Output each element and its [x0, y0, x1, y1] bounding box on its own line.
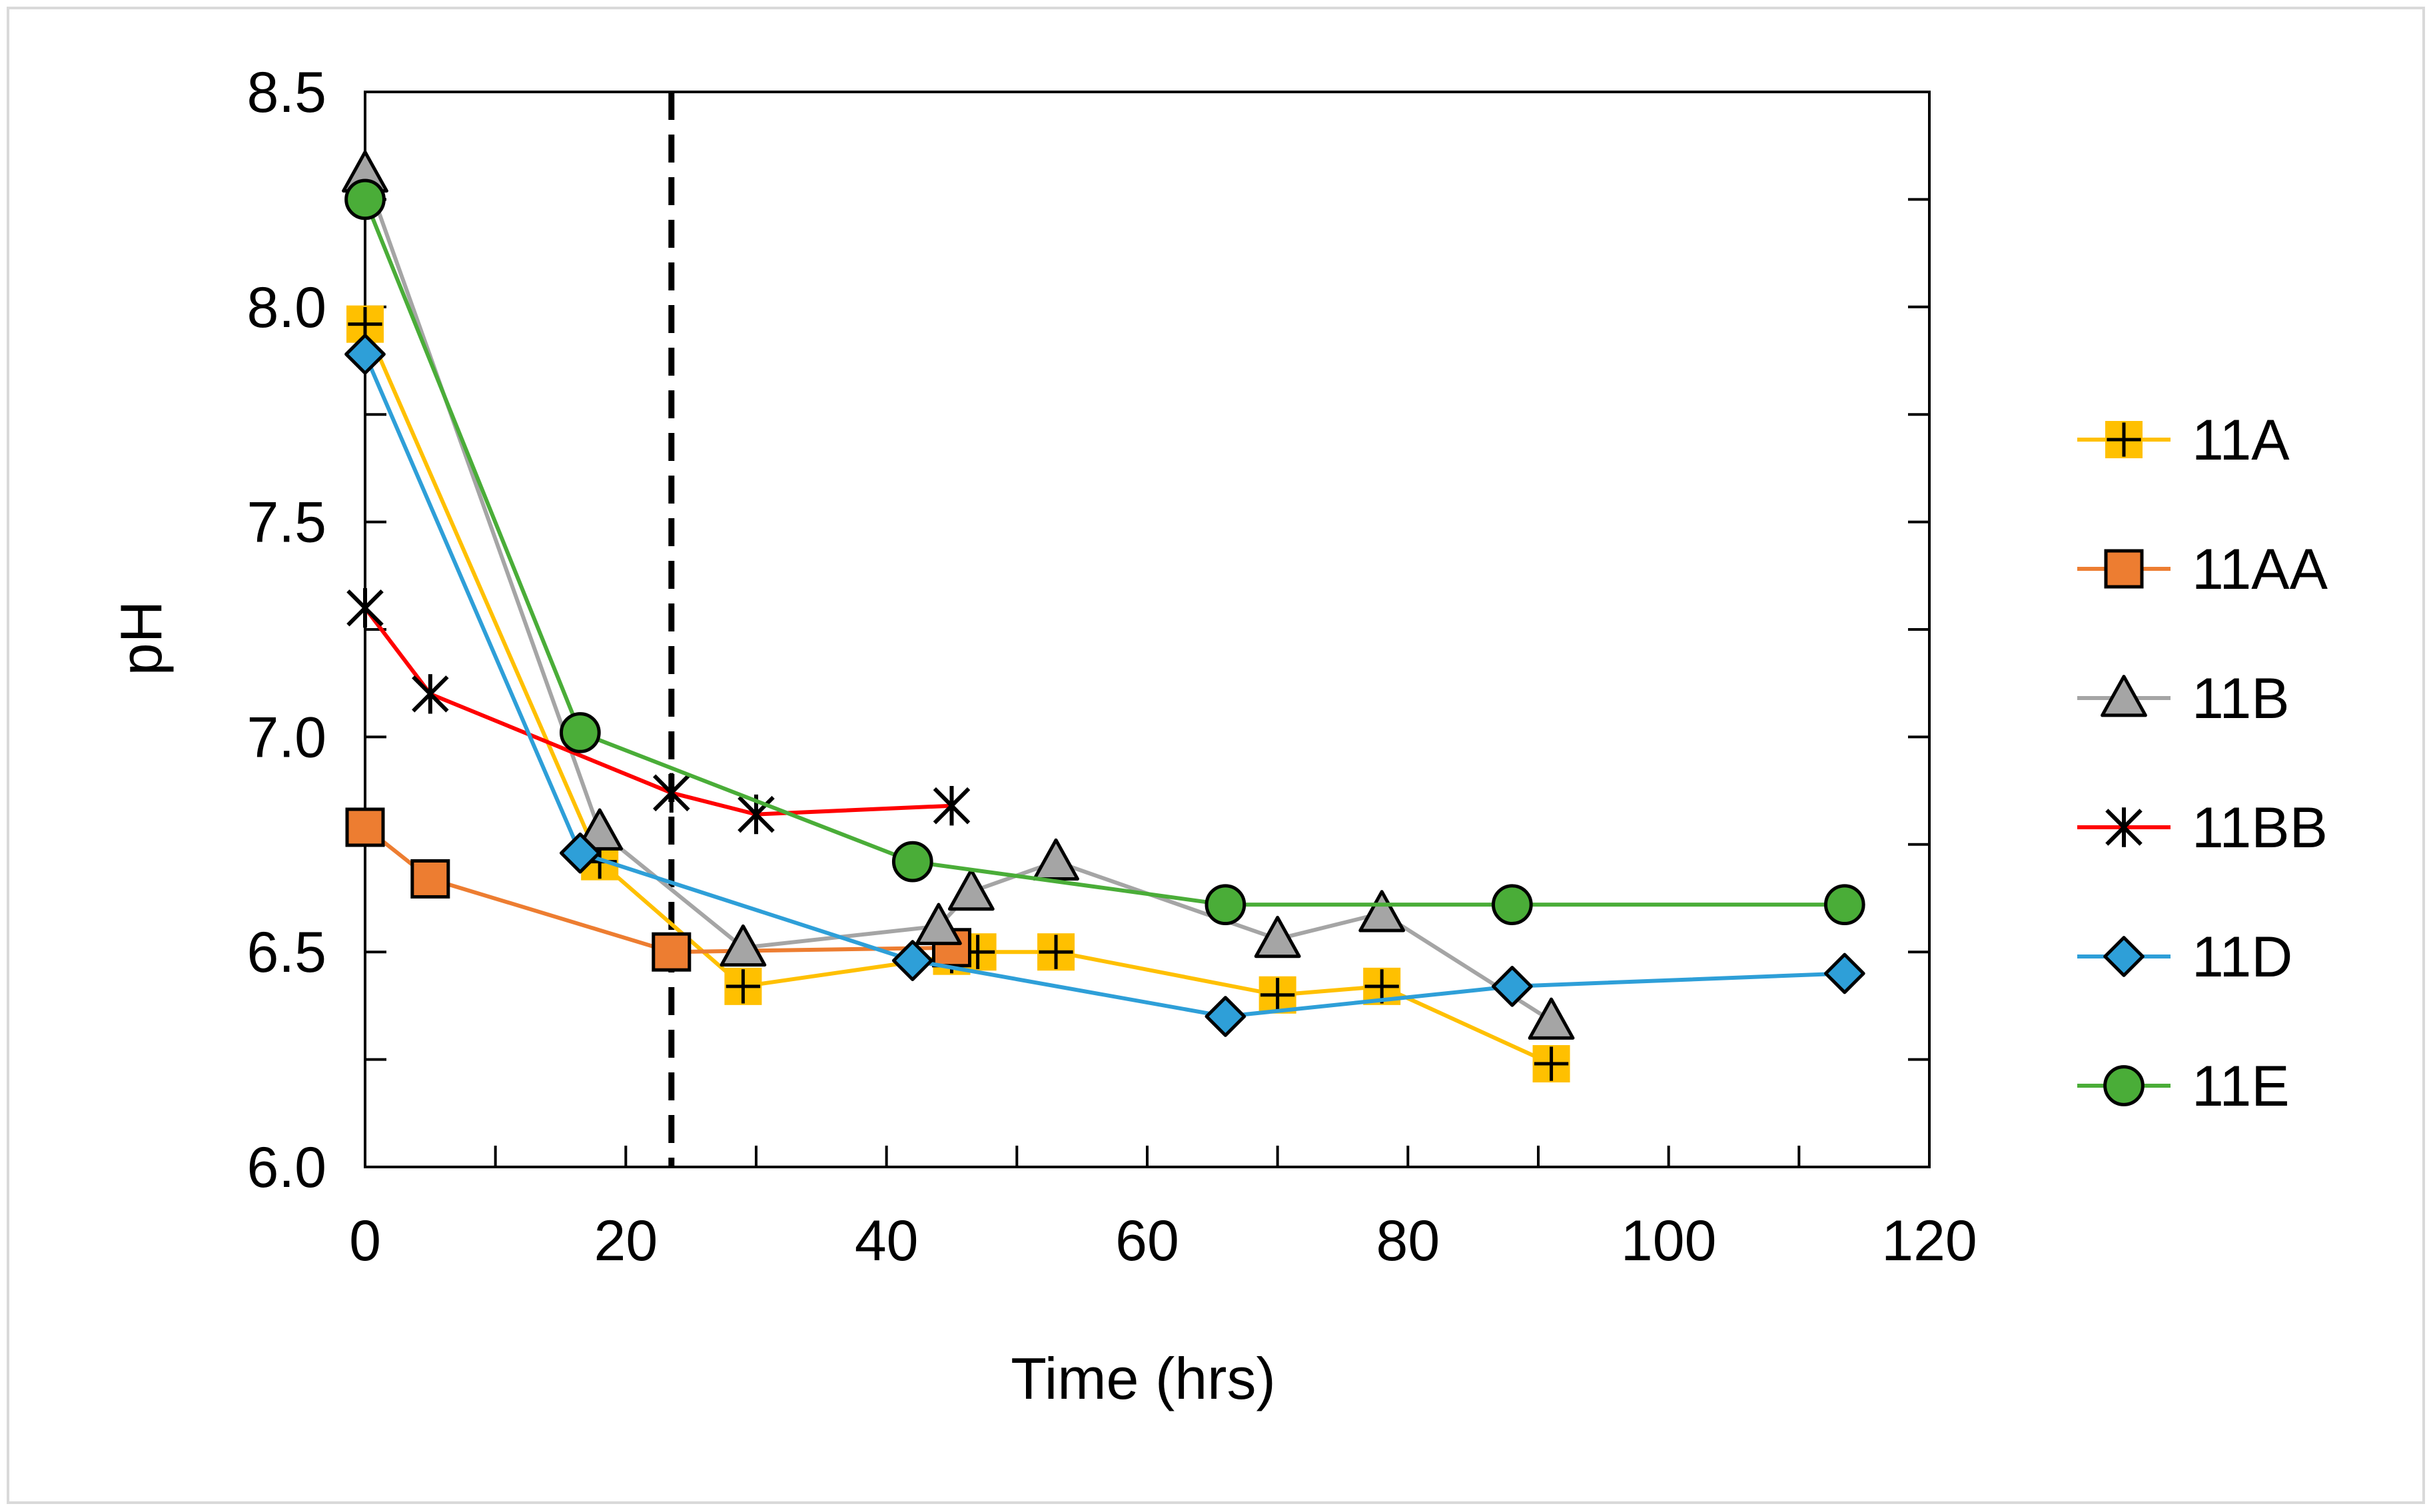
data-point-11a — [1532, 1045, 1570, 1083]
legend-marker — [2103, 1065, 2145, 1106]
data-point-11d — [1205, 996, 1246, 1037]
x-tick-label: 60 — [1115, 1209, 1179, 1273]
chart-frame — [7, 7, 2425, 1504]
legend-label: 11E — [2192, 1054, 2290, 1118]
x-tick-label: 40 — [855, 1209, 919, 1273]
data-point-11d — [1823, 952, 1865, 994]
series-11e — [344, 179, 1865, 926]
series-11aa — [345, 807, 971, 972]
data-point-11bb — [653, 773, 690, 813]
series-line-11d — [363, 353, 1845, 1019]
legend-marker — [2104, 549, 2144, 589]
y-tick-label: 6.0 — [246, 1136, 326, 1200]
x-tick-label: 100 — [1621, 1209, 1717, 1273]
data-point-11b — [720, 924, 767, 967]
legend: 11A 11AA 11B 11BB 11D 11E — [2077, 408, 2328, 1118]
y-tick-label: 8.5 — [246, 61, 326, 125]
data-point-11bb — [933, 785, 971, 826]
data-point-11b — [1033, 838, 1079, 881]
data-point-11aa — [652, 932, 692, 972]
legend-item-11a: 11A — [2077, 408, 2290, 472]
y-tick-label: 7.5 — [246, 491, 326, 555]
data-point-11e — [1205, 884, 1246, 926]
series-layer — [342, 150, 1865, 1083]
legend-item-11bb: 11BB — [2077, 796, 2328, 860]
legend-marker — [2103, 936, 2145, 977]
y-axis-title: pH — [108, 601, 174, 676]
x-axis-title: Time (hrs) — [1011, 1345, 1276, 1411]
data-point-11aa — [345, 807, 385, 847]
y-tick-label: 7.0 — [246, 705, 326, 769]
data-point-11aa — [410, 859, 450, 899]
data-point-11b — [576, 808, 624, 851]
data-point-11d — [560, 832, 601, 874]
legend-item-11e: 11E — [2077, 1054, 2290, 1118]
x-tick-label: 120 — [1881, 1209, 1977, 1273]
data-point-11b — [1528, 997, 1575, 1040]
data-point-11b — [1254, 915, 1301, 958]
data-point-11d — [344, 333, 386, 375]
legend-item-11b: 11B — [2077, 667, 2290, 731]
data-point-11e — [344, 179, 386, 220]
plot-area — [364, 91, 1931, 1168]
legend-label: 11A — [2192, 408, 2290, 472]
legend-label: 11AA — [2192, 538, 2328, 601]
data-point-11b — [1358, 890, 1406, 933]
series-line-11aa — [364, 825, 952, 954]
legend-marker — [2105, 807, 2143, 847]
data-point-11a — [724, 967, 762, 1005]
legend-label: 11D — [2192, 925, 2292, 989]
legend-item-11d: 11D — [2077, 925, 2292, 989]
data-point-11bb — [412, 674, 449, 714]
plot-border — [364, 91, 1931, 1168]
x-tick-label: 80 — [1376, 1209, 1440, 1273]
data-point-11e — [1492, 884, 1533, 926]
series-11bb — [346, 588, 971, 835]
legend-item-11aa: 11AA — [2077, 538, 2328, 601]
data-point-11b — [947, 868, 995, 911]
series-11b — [342, 150, 1575, 1040]
series-11d — [344, 333, 1865, 1037]
data-point-11e — [560, 712, 601, 753]
y-tick-label: 6.5 — [246, 921, 326, 984]
legend-label: 11B — [2192, 667, 2290, 731]
y-tick-label: 8.0 — [246, 276, 326, 340]
data-point-11a — [1258, 976, 1296, 1014]
legend-marker — [2101, 675, 2147, 717]
data-point-11e — [1823, 884, 1865, 926]
series-line-11bb — [363, 606, 952, 817]
series-line-11e — [363, 198, 1845, 907]
legend-marker — [2105, 421, 2143, 458]
x-tick-label: 20 — [594, 1209, 658, 1273]
x-tick-label: 0 — [349, 1209, 381, 1273]
axes — [364, 91, 1931, 1168]
data-point-11a — [1037, 933, 1075, 971]
data-point-11b — [915, 903, 962, 945]
data-point-11d — [1492, 965, 1533, 1007]
data-point-11e — [891, 841, 933, 883]
legend-label: 11BB — [2192, 796, 2328, 860]
tick-labels: 0 20 40 60 80 100 120 6.0 6.5 7.0 7.5 8.0 8.5 — [246, 61, 1977, 1273]
data-point-11bb — [346, 588, 384, 628]
data-point-11d — [891, 940, 933, 981]
